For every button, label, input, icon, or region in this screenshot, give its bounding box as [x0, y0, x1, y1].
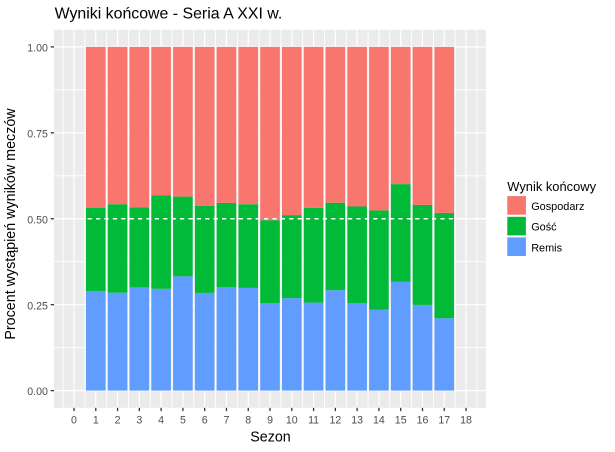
- svg-text:15: 15: [395, 414, 407, 426]
- svg-text:0.75: 0.75: [27, 128, 48, 140]
- svg-text:Gospodarz: Gospodarz: [531, 201, 584, 213]
- svg-text:17: 17: [438, 414, 450, 426]
- svg-text:8: 8: [245, 414, 251, 426]
- svg-text:Procent wystąpień wyników mecz: Procent wystąpień wyników meczów: [3, 108, 19, 340]
- svg-text:11: 11: [308, 414, 319, 426]
- svg-text:7: 7: [224, 414, 230, 426]
- svg-text:3: 3: [136, 414, 142, 426]
- svg-text:0: 0: [71, 414, 77, 426]
- svg-text:Wynik końcowy: Wynik końcowy: [507, 179, 596, 194]
- svg-text:5: 5: [180, 414, 186, 426]
- svg-text:1.00: 1.00: [27, 43, 48, 55]
- svg-text:Remis: Remis: [531, 242, 562, 254]
- svg-text:1: 1: [93, 414, 99, 426]
- svg-text:0.25: 0.25: [27, 300, 48, 312]
- svg-text:18: 18: [460, 414, 472, 426]
- svg-text:Wyniki końcowe - Seria A XXI w: Wyniki końcowe - Seria A XXI w.: [55, 5, 283, 22]
- svg-text:6: 6: [202, 414, 208, 426]
- svg-text:4: 4: [158, 414, 164, 426]
- svg-text:Gość: Gość: [531, 222, 557, 234]
- svg-text:12: 12: [329, 414, 341, 426]
- svg-text:Sezon: Sezon: [250, 430, 291, 446]
- svg-text:13: 13: [351, 414, 363, 426]
- svg-text:0.00: 0.00: [27, 386, 48, 398]
- svg-text:10: 10: [286, 414, 298, 426]
- svg-text:2: 2: [115, 414, 121, 426]
- svg-text:9: 9: [267, 414, 273, 426]
- svg-text:16: 16: [417, 414, 429, 426]
- svg-text:0.50: 0.50: [27, 214, 48, 226]
- svg-text:14: 14: [373, 414, 385, 426]
